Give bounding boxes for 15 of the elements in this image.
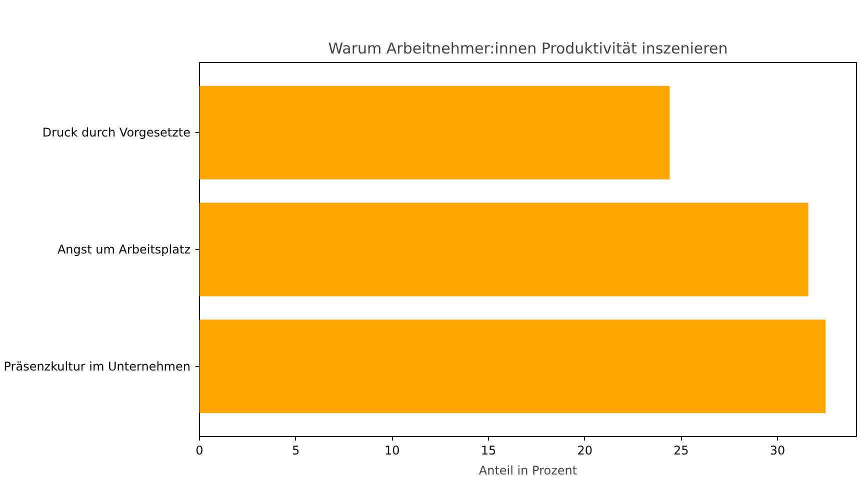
y-tick-label: Angst um Arbeitsplatz xyxy=(57,242,191,256)
y-tick-label: Druck durch Vorgesetzte xyxy=(42,126,191,140)
bar xyxy=(200,202,808,296)
x-tick-label: 5 xyxy=(292,444,300,458)
bar xyxy=(200,320,826,414)
bar xyxy=(200,86,670,180)
x-tick-label: 0 xyxy=(196,444,204,458)
x-tick-label: 10 xyxy=(384,444,400,458)
x-tick-label: 15 xyxy=(480,444,496,458)
x-axis-title: Anteil in Prozent xyxy=(478,464,578,478)
x-tick-label: 30 xyxy=(770,444,786,458)
x-tick-label: 20 xyxy=(577,444,592,458)
x-tick-label: 25 xyxy=(674,444,689,458)
y-tick-label: Präsenzkultur im Unternehmen xyxy=(4,359,191,374)
chart-title: Warum Arbeitnehmer:innen Produktivität inszenieren xyxy=(328,40,728,58)
